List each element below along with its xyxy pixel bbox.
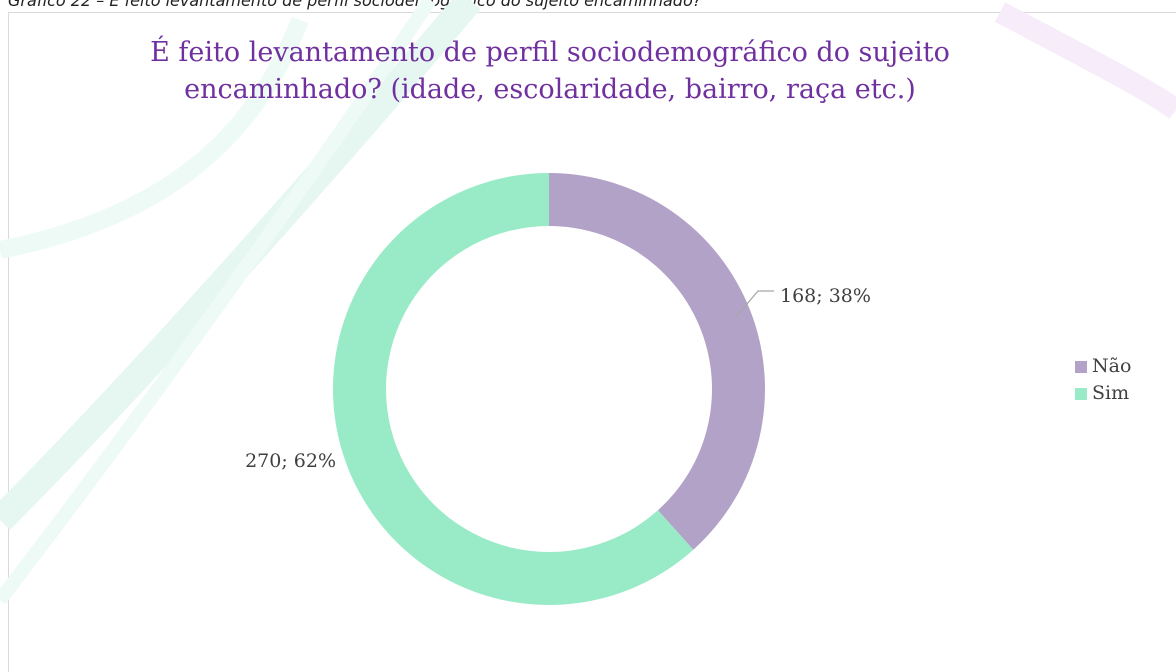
donut-slice xyxy=(332,173,694,605)
decor-arc xyxy=(0,0,481,530)
chart-frame xyxy=(8,12,1176,672)
chart-title: É feito levantamento de perfil sociodemo… xyxy=(150,37,950,105)
data-label: 270; 62% xyxy=(245,450,336,472)
decor-arc xyxy=(0,16,309,259)
legend-label: Não xyxy=(1092,355,1131,377)
data-label: 168; 38% xyxy=(780,285,871,307)
background-decoration xyxy=(0,0,1176,605)
legend-swatch xyxy=(1075,388,1087,400)
decor-arc xyxy=(994,2,1176,119)
decor-arc xyxy=(0,0,436,605)
leader-line xyxy=(734,290,774,319)
caption: Gráfico 22 – É feito levantamento de per… xyxy=(8,0,702,10)
legend-label: Sim xyxy=(1092,382,1129,404)
legend-swatch xyxy=(1075,361,1087,373)
donut-slice xyxy=(549,173,765,550)
